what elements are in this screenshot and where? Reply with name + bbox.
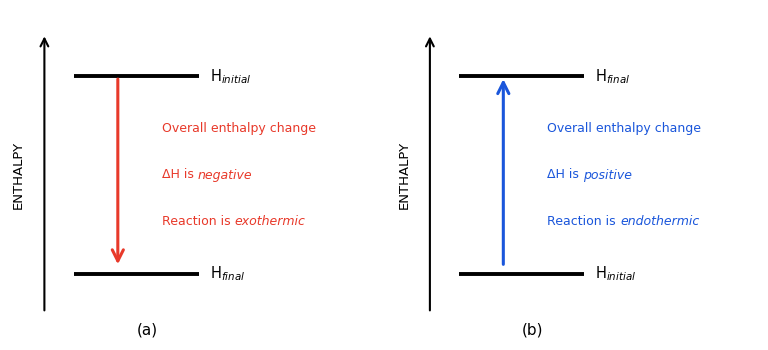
Text: Reaction is: Reaction is — [548, 215, 620, 228]
Text: endothermic: endothermic — [620, 215, 699, 228]
Text: ΔH is: ΔH is — [162, 168, 197, 182]
Text: H$_{initial}$: H$_{initial}$ — [210, 67, 251, 86]
Text: (b): (b) — [522, 322, 544, 337]
Text: negative: negative — [197, 168, 253, 182]
Text: positive: positive — [583, 168, 632, 182]
Text: (a): (a) — [137, 322, 157, 337]
Text: exothermic: exothermic — [234, 215, 306, 228]
Text: H$_{initial}$: H$_{initial}$ — [595, 264, 637, 283]
Text: H$_{final}$: H$_{final}$ — [210, 264, 245, 283]
Text: ΔH is: ΔH is — [548, 168, 583, 182]
Text: H$_{final}$: H$_{final}$ — [595, 67, 631, 86]
Text: ENTHALPY: ENTHALPY — [12, 141, 25, 209]
Text: ENTHALPY: ENTHALPY — [398, 141, 411, 209]
Text: Overall enthalpy change: Overall enthalpy change — [548, 122, 701, 135]
Text: Overall enthalpy change: Overall enthalpy change — [162, 122, 316, 135]
Text: Reaction is: Reaction is — [162, 215, 234, 228]
